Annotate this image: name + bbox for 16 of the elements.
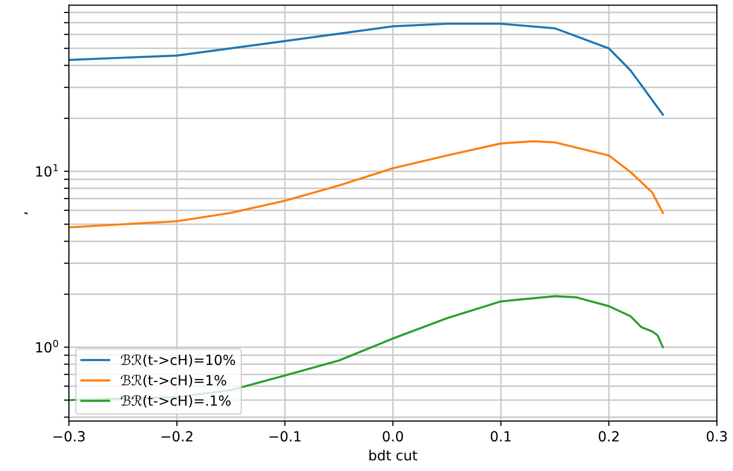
legend-label: ℬℛ(t->cH)=.1% — [120, 394, 231, 408]
x-tick-label: −0.2 — [162, 431, 192, 442]
legend-label: ℬℛ(t->cH)=1% — [120, 374, 226, 388]
x-tick-label: 0.0 — [382, 431, 404, 442]
x-tick-label: 0.2 — [598, 431, 619, 442]
line-series — [68, 140, 664, 228]
x-tick-label: 0.3 — [706, 431, 727, 442]
x-tick-label: −0.1 — [270, 431, 300, 442]
y-axis-title: , — [24, 212, 28, 214]
x-axis-title: bdt cut — [369, 450, 418, 461]
y-tick-label: 10$^{1}$ — [36, 164, 58, 177]
y-tick-label: 10$^{0}$ — [36, 340, 58, 353]
x-tick-label: 0.1 — [490, 431, 511, 442]
line-series — [68, 22, 664, 116]
legend-label: ℬℛ(t->cH)=10% — [120, 354, 236, 367]
x-tick-label: −0.3 — [54, 431, 85, 442]
